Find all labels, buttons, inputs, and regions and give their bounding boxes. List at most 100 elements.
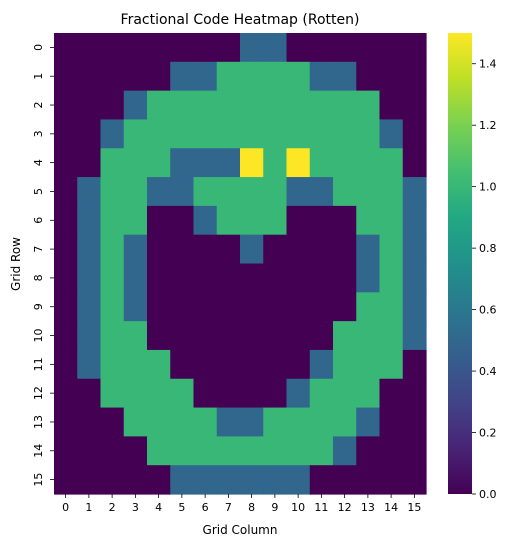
heatmap-cell-r11-c0	[54, 349, 78, 380]
heatmap-cell-r5-c7	[216, 177, 241, 207]
heatmap-cell-r8-c10	[286, 263, 311, 293]
heatmap-cell-r5-c6	[193, 177, 218, 207]
heatmap-cell-r10-c5	[170, 321, 195, 351]
heatmap-cell-r14-c4	[147, 436, 171, 466]
heatmap-cell-r8-c1	[77, 263, 102, 293]
heatmap-cell-r14-c1	[77, 436, 102, 466]
heatmap-cell-r4-c7	[216, 148, 241, 178]
heatmap-cell-r2-c7	[216, 90, 241, 121]
heatmap-cell-r13-c12	[333, 407, 357, 437]
heatmap-cell-r8-c8	[240, 263, 264, 293]
heatmap-cell-r4-c4	[147, 148, 171, 178]
heatmap-cell-r7-c2	[100, 234, 125, 265]
heatmap-cell-r14-c9	[263, 436, 288, 466]
chart-title: Fractional Code Heatmap (Rotten)	[121, 12, 360, 28]
heatmap-cell-r9-c3	[123, 292, 148, 322]
heatmap-cell-r11-c10	[286, 349, 311, 380]
heatmap-cell-r15-c0	[54, 465, 78, 495]
colorbar-tick-label: 0.6	[479, 304, 497, 317]
heatmap-cell-r5-c12	[333, 177, 357, 207]
y-tick-label: 3	[32, 130, 45, 137]
heatmap-cell-r13-c5	[170, 407, 195, 437]
heatmap-cell-r14-c13	[356, 436, 381, 466]
heatmap-cell-r2-c1	[77, 90, 102, 121]
heatmap-cell-r15-c11	[309, 465, 334, 495]
heatmap-cell-r2-c9	[263, 90, 288, 121]
heatmap-cell-r7-c6	[193, 234, 218, 265]
heatmap-cell-r10-c10	[286, 321, 311, 351]
heatmap-cell-r5-c15	[402, 177, 427, 207]
heatmap-cell-r2-c3	[123, 90, 148, 121]
heatmap-cell-r7-c1	[77, 234, 102, 265]
heatmap-cell-r12-c10	[286, 378, 311, 409]
heatmap-cell-r11-c6	[193, 349, 218, 380]
heatmap-cell-r12-c9	[263, 378, 288, 409]
x-tick-label: 12	[338, 501, 352, 514]
heatmap-cell-r7-c10	[286, 234, 311, 265]
heatmap-cell-r10-c14	[379, 321, 404, 351]
heatmap-cell-r7-c8	[240, 234, 264, 265]
heatmap-cell-r8-c12	[333, 263, 357, 293]
heatmap-cell-r8-c11	[309, 263, 334, 293]
heatmap-cell-r0-c11	[309, 33, 334, 63]
heatmap-cell-r1-c7	[216, 61, 241, 92]
heatmap-cell-r7-c9	[263, 234, 288, 265]
heatmap-cell-r0-c8	[240, 33, 264, 63]
heatmap-cell-r12-c13	[356, 378, 381, 409]
heatmap-cell-r7-c11	[309, 234, 334, 265]
heatmap-cell-r11-c11	[309, 349, 334, 380]
heatmap-cell-r15-c7	[216, 465, 241, 495]
x-tick-label: 4	[155, 501, 162, 514]
heatmap-cell-r2-c2	[100, 90, 125, 121]
heatmap-cell-r11-c5	[170, 349, 195, 380]
heatmap-cell-r14-c6	[193, 436, 218, 466]
heatmap-cell-r8-c5	[170, 263, 195, 293]
x-tick-label: 8	[248, 501, 255, 514]
heatmap-cell-r13-c0	[54, 407, 78, 437]
heatmap-cell-r12-c4	[147, 378, 171, 409]
heatmap-cell-r14-c2	[100, 436, 125, 466]
y-tick-label: 15	[32, 473, 45, 487]
heatmap-cell-r7-c12	[333, 234, 357, 265]
heatmap-cell-r15-c14	[379, 465, 404, 495]
heatmap-cell-r14-c15	[402, 436, 427, 466]
heatmap-cell-r10-c11	[309, 321, 334, 351]
heatmap-cell-r2-c11	[309, 90, 334, 121]
heatmap-cell-r3-c15	[402, 119, 427, 149]
heatmap-cell-r3-c3	[123, 119, 148, 149]
heatmap-cell-r14-c3	[123, 436, 148, 466]
heatmap-cell-r1-c9	[263, 61, 288, 92]
heatmap-cell-r15-c1	[77, 465, 102, 495]
heatmap-cell-r1-c8	[240, 61, 264, 92]
heatmap-cell-r12-c11	[309, 378, 334, 409]
heatmap-cell-r0-c3	[123, 33, 148, 63]
x-tick-label: 10	[291, 501, 305, 514]
heatmap-cell-r9-c8	[240, 292, 264, 322]
heatmap-cell-r13-c15	[402, 407, 427, 437]
heatmap-cell-r1-c10	[286, 61, 311, 92]
heatmap-cell-r1-c3	[123, 61, 148, 92]
heatmap-cell-r15-c12	[333, 465, 357, 495]
heatmap-cell-r8-c7	[216, 263, 241, 293]
heatmap-cell-r6-c7	[216, 205, 241, 236]
heatmap-cell-r12-c6	[193, 378, 218, 409]
heatmap-cell-r1-c2	[100, 61, 125, 92]
heatmap-cell-r6-c5	[170, 205, 195, 236]
heatmap-cell-r10-c13	[356, 321, 381, 351]
heatmap-cells	[54, 33, 427, 495]
colorbar-tick-label: 1.0	[479, 181, 497, 194]
heatmap-cell-r7-c7	[216, 234, 241, 265]
y-axis-label: Grid Row	[9, 237, 23, 291]
x-tick-label: 13	[361, 501, 375, 514]
heatmap-cell-r6-c4	[147, 205, 171, 236]
heatmap-cell-r13-c4	[147, 407, 171, 437]
heatmap-cell-r15-c4	[147, 465, 171, 495]
heatmap-cell-r3-c8	[240, 119, 264, 149]
heatmap-cell-r7-c4	[147, 234, 171, 265]
heatmap-cell-r14-c7	[216, 436, 241, 466]
heatmap-cell-r6-c6	[193, 205, 218, 236]
heatmap-cell-r3-c0	[54, 119, 78, 149]
heatmap-cell-r13-c6	[193, 407, 218, 437]
heatmap-cell-r5-c11	[309, 177, 334, 207]
heatmap-cell-r0-c12	[333, 33, 357, 63]
